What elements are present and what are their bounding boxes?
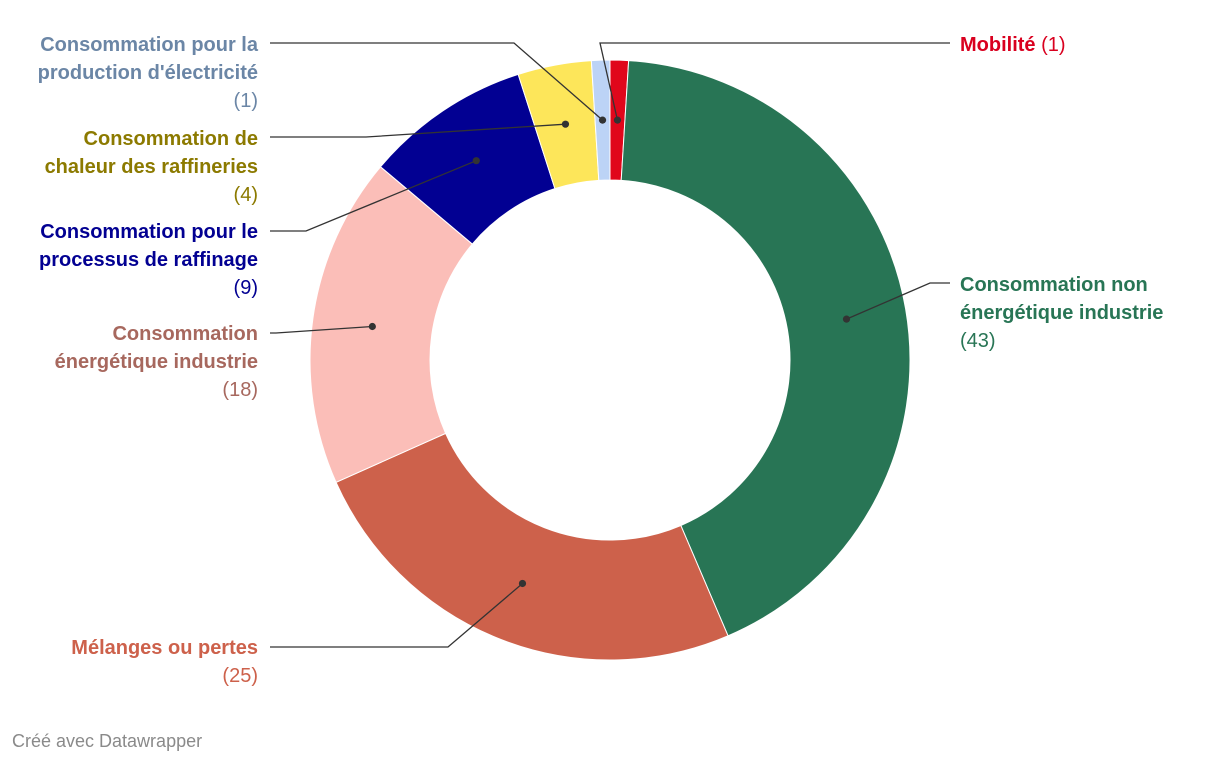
label-raffinage: Consommation pour le processus de raffina… — [39, 221, 258, 299]
slice-labels: Mobilité (1) Consommation non énergétique … — [38, 34, 1164, 687]
label-electricite: Consommation pour la production d'électri… — [38, 34, 259, 112]
label-name-electricite: production d'électricité — [38, 62, 258, 84]
label-value-mobilite: (1) — [1036, 34, 1066, 56]
leader-dot-electricite — [598, 116, 607, 124]
label-value-raffinage: (9) — [234, 277, 258, 299]
leader-dot-chaleur — [561, 120, 570, 128]
leader-line-chaleur — [270, 123, 566, 138]
leader-dot-mobilite — [613, 116, 622, 124]
label-name-chaleur: Consommation de — [84, 128, 258, 150]
leader-lines — [270, 42, 950, 648]
label-value-electricite: (1) — [234, 90, 258, 112]
label-value-chaleur: (4) — [234, 184, 258, 206]
leader-dot-non-energetique — [842, 315, 851, 323]
leader-line-electricite — [270, 42, 603, 121]
label-name-melanges: Mélanges ou pertes — [71, 637, 258, 659]
label-name-non-energetique: Consommation non — [960, 274, 1148, 296]
label-mobilite: Mobilité (1) — [960, 34, 1066, 56]
leader-line-energetique — [270, 325, 373, 334]
label-melanges: Mélanges ou pertes (25) — [71, 637, 258, 687]
leader-line-mobilite — [599, 42, 950, 121]
label-non-energetique: Consommation non énergétique industrie (43… — [960, 274, 1163, 352]
label-name-raffinage: processus de raffinage — [39, 249, 258, 271]
leader-dot-melanges — [518, 579, 527, 588]
label-value-melanges: (25) — [222, 665, 258, 687]
label-value-non-energetique: (43) — [960, 330, 996, 352]
label-name-energetique: Consommation — [112, 323, 258, 345]
label-name-energetique: énergétique industrie — [55, 351, 258, 373]
label-name-mobilite: Mobilité — [960, 34, 1036, 56]
label-name-non-energetique: énergétique industrie — [960, 302, 1163, 324]
leader-line-raffinage — [270, 160, 477, 232]
slice-melanges — [335, 432, 729, 661]
label-value-energetique: (18) — [222, 379, 258, 401]
label-name-raffinage: Consommation pour le — [40, 221, 258, 243]
label-energetique: Consommation énergétique industrie (18) — [55, 323, 258, 401]
slice-energetique — [309, 166, 474, 483]
slice-non-energetique — [620, 60, 911, 637]
leader-line-melanges — [270, 582, 523, 648]
label-name-electricite: Consommation pour la — [40, 34, 259, 56]
donut-slices — [309, 59, 911, 661]
label-name-chaleur: chaleur des raffineries — [45, 156, 258, 178]
label-chaleur: Consommation de chaleur des raffineries (4… — [45, 128, 258, 206]
leader-line-non-energetique — [846, 282, 950, 320]
credit-text: Créé avec Datawrapper — [12, 731, 203, 751]
leader-dot-raffinage — [472, 157, 480, 165]
leader-dot-energetique — [368, 322, 376, 331]
